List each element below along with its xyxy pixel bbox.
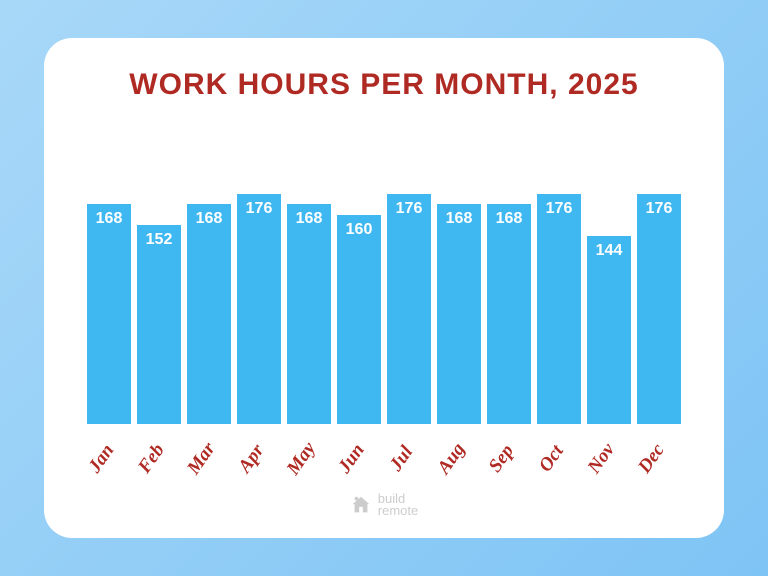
brand-line2: remote	[378, 505, 418, 517]
brand-text: build remote	[378, 493, 418, 516]
x-axis: JanFebMarAprMayJunJulAugSepOctNovDec	[72, 424, 696, 484]
chart-card: WORK HOURS PER MONTH, 2025 1681521681761…	[44, 38, 724, 538]
house-icon	[350, 494, 372, 516]
bar: 168	[437, 204, 481, 424]
bars-container: 168152168176168160176168168176144176	[72, 142, 696, 424]
bar: 152	[137, 225, 181, 424]
chart-area: 168152168176168160176168168176144176 Jan…	[72, 142, 696, 484]
bar: 168	[287, 204, 331, 424]
brand-logo: build remote	[350, 490, 418, 520]
bar: 176	[387, 194, 431, 424]
bar: 160	[337, 215, 381, 424]
x-label: Dec	[630, 435, 696, 500]
bar: 176	[237, 194, 281, 424]
bar: 176	[637, 194, 681, 424]
bar: 168	[187, 204, 231, 424]
bar: 144	[587, 236, 631, 424]
chart-title: WORK HOURS PER MONTH, 2025	[129, 68, 638, 102]
bar: 176	[537, 194, 581, 424]
bar: 168	[487, 204, 531, 424]
bar: 168	[87, 204, 131, 424]
